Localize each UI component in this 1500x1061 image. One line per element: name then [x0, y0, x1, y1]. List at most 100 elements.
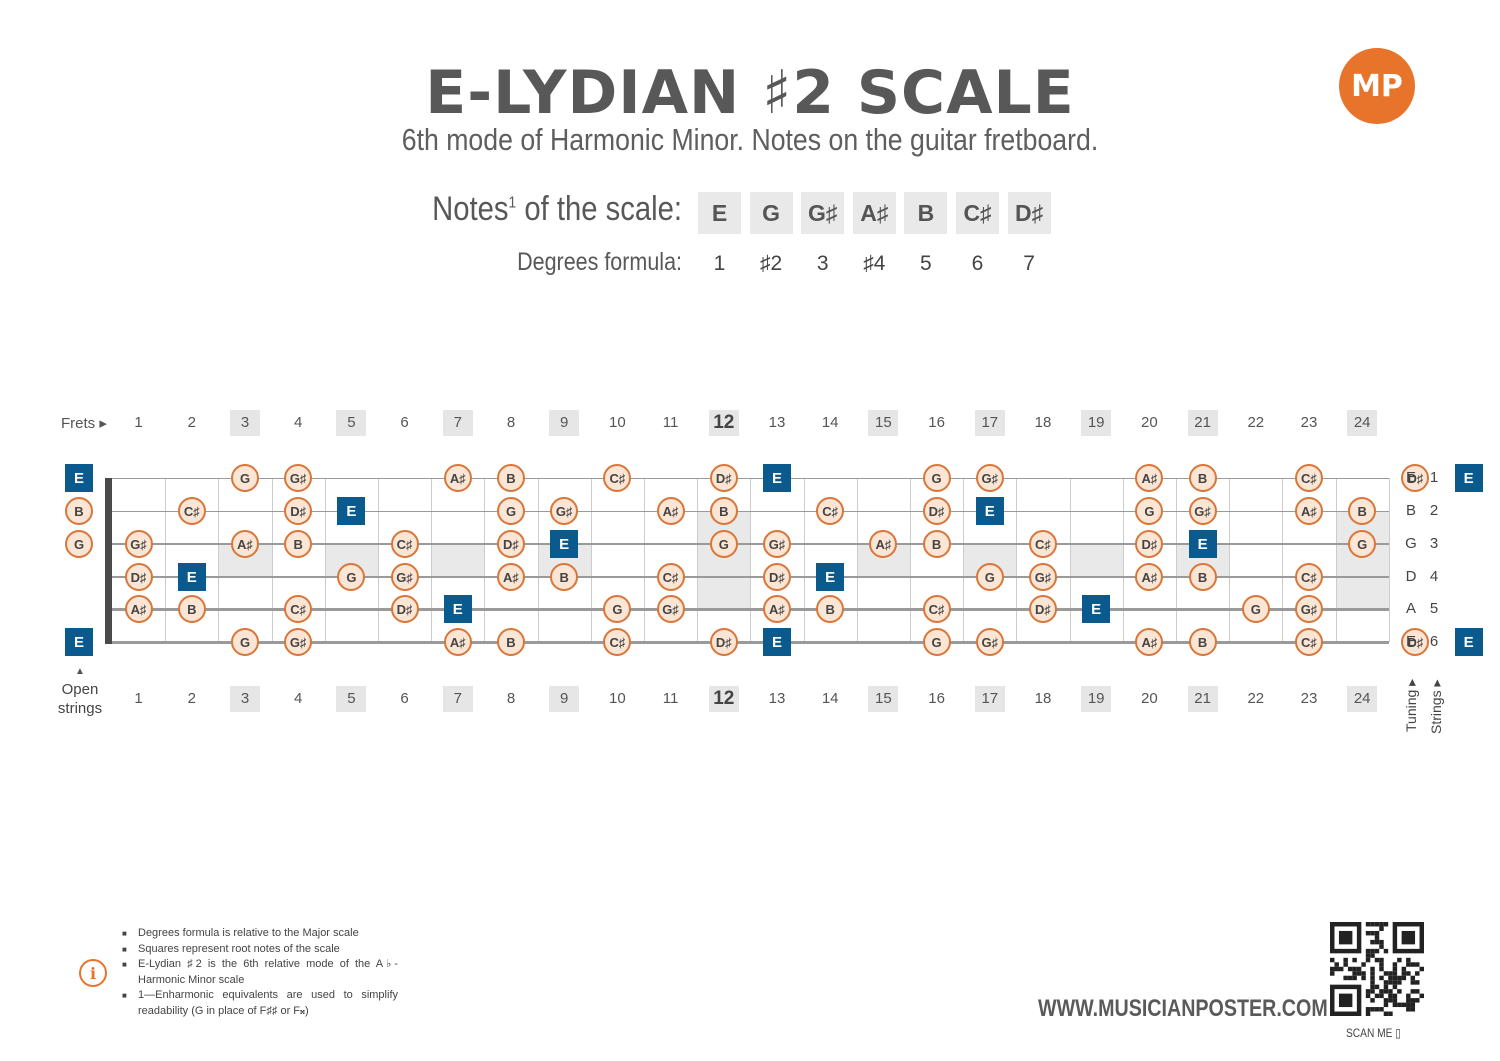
note-marker[interactable]: G♯: [1029, 563, 1057, 591]
note-marker[interactable]: G♯: [550, 497, 579, 525]
note-marker[interactable]: C♯: [1295, 628, 1323, 656]
root-note-marker[interactable]: E: [177, 563, 206, 591]
note-marker[interactable]: D♯: [390, 595, 419, 623]
note-marker[interactable]: B: [65, 497, 93, 525]
root-note-marker[interactable]: E: [816, 563, 845, 591]
info-icon: i: [79, 959, 107, 987]
note-marker[interactable]: G: [975, 563, 1004, 591]
note-marker[interactable]: B: [550, 563, 579, 591]
root-note-marker[interactable]: E: [975, 497, 1004, 525]
note-marker[interactable]: G♯: [1295, 595, 1323, 623]
note-marker[interactable]: B: [1188, 628, 1217, 656]
note-marker[interactable]: C♯: [603, 628, 632, 656]
note-marker[interactable]: A♯: [656, 497, 685, 525]
fret-number: 19: [1081, 410, 1112, 436]
note-marker[interactable]: G♯: [284, 464, 313, 492]
note-marker[interactable]: A♯: [231, 530, 259, 558]
root-note-marker[interactable]: E: [65, 628, 93, 656]
note-marker[interactable]: B: [816, 595, 845, 623]
string-tuning: A: [1405, 600, 1416, 617]
root-note-marker[interactable]: E: [443, 595, 472, 623]
root-note-marker[interactable]: E: [1082, 595, 1111, 623]
note-marker[interactable]: A♯: [1135, 628, 1164, 656]
string-line: [107, 576, 1389, 578]
note-marker[interactable]: G: [1135, 497, 1164, 525]
note-marker[interactable]: C♯: [390, 530, 419, 558]
fret-line: [963, 478, 965, 642]
note-marker[interactable]: B: [709, 497, 738, 525]
qr-code-icon[interactable]: [1330, 922, 1424, 1016]
root-note-marker[interactable]: E: [550, 530, 579, 558]
note-marker[interactable]: G: [922, 628, 951, 656]
note-marker[interactable]: G: [231, 628, 259, 656]
note-marker[interactable]: G♯: [975, 464, 1004, 492]
root-note-marker[interactable]: E: [1188, 530, 1217, 558]
note-marker[interactable]: C♯: [1295, 464, 1323, 492]
note-marker[interactable]: G: [1241, 595, 1270, 623]
note-marker[interactable]: D♯: [922, 497, 951, 525]
note-marker[interactable]: D♯: [124, 563, 153, 591]
root-note-marker[interactable]: E: [65, 464, 93, 492]
note-marker[interactable]: D♯: [709, 628, 738, 656]
note-marker[interactable]: G♯: [656, 595, 685, 623]
note-marker[interactable]: B: [922, 530, 951, 558]
note-marker[interactable]: G♯: [763, 530, 791, 558]
root-note-marker[interactable]: E: [763, 464, 791, 492]
note-marker[interactable]: G: [231, 464, 259, 492]
note-marker[interactable]: G♯: [975, 628, 1004, 656]
note-marker[interactable]: G: [65, 530, 93, 558]
note-marker[interactable]: A♯: [124, 595, 153, 623]
note-marker[interactable]: D♯: [284, 497, 313, 525]
root-note-marker[interactable]: E: [1454, 628, 1483, 656]
note-marker[interactable]: D♯: [1401, 628, 1430, 656]
note-marker[interactable]: C♯: [603, 464, 632, 492]
note-marker[interactable]: G: [497, 497, 525, 525]
note-marker[interactable]: A♯: [443, 464, 472, 492]
note-marker[interactable]: B: [284, 530, 313, 558]
note-marker[interactable]: G♯: [124, 530, 153, 558]
fret-number: 8: [506, 414, 516, 431]
fret-number: 20: [1141, 414, 1158, 431]
note-marker[interactable]: A♯: [497, 563, 525, 591]
root-note-marker[interactable]: E: [1454, 464, 1483, 492]
note-marker[interactable]: C♯: [656, 563, 685, 591]
note-marker[interactable]: G: [709, 530, 738, 558]
note-marker[interactable]: A♯: [763, 595, 791, 623]
note-marker[interactable]: G: [922, 464, 951, 492]
note-marker[interactable]: G: [1348, 530, 1377, 558]
musicianposter-logo[interactable]: MP: [1339, 48, 1415, 124]
note-marker[interactable]: C♯: [1029, 530, 1057, 558]
note-marker[interactable]: A♯: [1135, 563, 1164, 591]
up-arrow-icon: ▸: [1428, 679, 1444, 687]
note-marker[interactable]: C♯: [922, 595, 951, 623]
note-marker[interactable]: C♯: [816, 497, 845, 525]
note-marker[interactable]: A♯: [1295, 497, 1323, 525]
note-marker[interactable]: B: [177, 595, 206, 623]
note-marker[interactable]: G♯: [1188, 497, 1217, 525]
note-marker[interactable]: A♯: [443, 628, 472, 656]
note-marker[interactable]: D♯: [709, 464, 738, 492]
note-marker[interactable]: B: [1188, 563, 1217, 591]
note-marker[interactable]: G: [337, 563, 366, 591]
note-marker[interactable]: C♯: [1295, 563, 1323, 591]
note-marker[interactable]: G♯: [390, 563, 419, 591]
note-marker[interactable]: C♯: [284, 595, 313, 623]
note-marker[interactable]: B: [1348, 497, 1377, 525]
note-marker[interactable]: C♯: [177, 497, 206, 525]
root-note-marker[interactable]: E: [337, 497, 366, 525]
note-marker[interactable]: G♯: [284, 628, 313, 656]
note-marker[interactable]: B: [497, 464, 525, 492]
note-marker[interactable]: B: [497, 628, 525, 656]
note-marker[interactable]: D♯: [1135, 530, 1164, 558]
note-marker[interactable]: A♯: [1135, 464, 1164, 492]
note-marker[interactable]: B: [1188, 464, 1217, 492]
note-marker[interactable]: G: [603, 595, 632, 623]
note-marker[interactable]: D♯: [1029, 595, 1057, 623]
note-marker[interactable]: D♯: [497, 530, 525, 558]
root-note-marker[interactable]: E: [763, 628, 791, 656]
note-marker[interactable]: A♯: [869, 530, 898, 558]
note-marker[interactable]: D♯: [1401, 464, 1430, 492]
note-marker[interactable]: D♯: [763, 563, 791, 591]
website-link[interactable]: WWW.MUSICIANPOSTER.COM: [1038, 995, 1328, 1022]
fret-number: 10: [609, 690, 626, 707]
